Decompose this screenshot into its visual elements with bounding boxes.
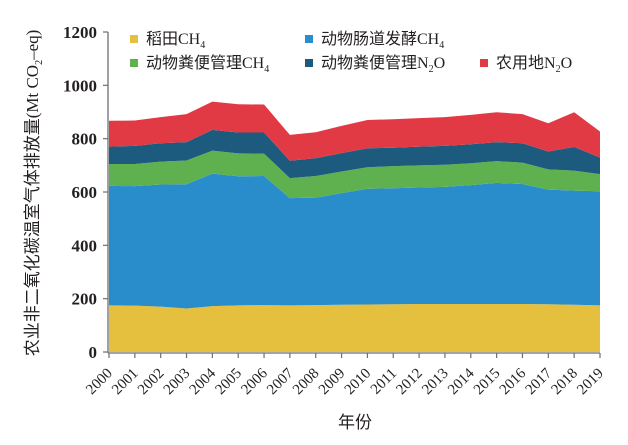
legend: 稻田CH4 动物肠道发酵CH4 动物粪便管理CH4 动物粪便管理N2O 农用地N2O: [130, 30, 572, 75]
x-tick-label: 2000: [83, 366, 116, 399]
x-tick-label: 2018: [548, 366, 581, 399]
y-tick-label: 600: [72, 183, 98, 202]
x-tick-label: 2007: [264, 365, 297, 398]
area-series-1: [109, 173, 600, 309]
x-tick-label: 2002: [135, 366, 168, 399]
x-tick-label: 2015: [471, 366, 504, 399]
legend-item-2: 动物粪便管理CH4: [130, 54, 269, 75]
area-series-2: [109, 150, 600, 199]
x-tick-label: 2016: [497, 365, 530, 398]
legend-label: 稻田CH4: [146, 30, 205, 51]
y-tick-label: 800: [72, 130, 98, 149]
legend-swatch: [305, 59, 313, 67]
x-tick-label: 2013: [419, 366, 452, 399]
x-tick-label: 2001: [109, 366, 142, 399]
area-series-0: [109, 304, 600, 352]
x-tick-label: 2008: [290, 366, 323, 399]
legend-item-0: 稻田CH4: [130, 30, 205, 51]
y-axis-title-main: 农业非二氧化碳温室气体排放量(Mt CO: [23, 65, 42, 356]
x-tick-label: 2011: [368, 366, 400, 398]
x-tick-label: 2005: [213, 366, 246, 399]
x-tick-label: 2017: [523, 365, 556, 398]
x-tick-label: 2010: [342, 366, 375, 399]
x-axis-title: 年份: [338, 413, 372, 432]
y-axis-title-sub: 2: [34, 60, 45, 65]
legend-item-1: 动物肠道发酵CH4: [305, 30, 444, 51]
legend-label: 农用地N2O: [496, 54, 572, 75]
y-axis-title: 农业非二氧化碳温室气体排放量(Mt CO2–eq): [23, 30, 45, 357]
legend-swatch: [130, 59, 138, 67]
y-axis-title-tail: –eq): [23, 30, 42, 61]
x-tick-label: 2009: [316, 366, 349, 399]
x-tick-label: 2014: [445, 365, 478, 398]
legend-swatch: [130, 35, 138, 43]
legend-item-4: 农用地N2O: [480, 54, 572, 75]
y-tick-label: 1200: [63, 23, 97, 42]
x-tick-label: 2004: [187, 365, 220, 398]
legend-swatch: [305, 35, 313, 43]
legend-label: 动物肠道发酵CH4: [321, 30, 444, 51]
legend-label: 动物粪便管理N2O: [321, 54, 445, 75]
y-tick-label: 1000: [63, 76, 97, 95]
x-tick-label: 2012: [393, 366, 426, 399]
x-axis-ticks: 2000200120022003200420052006200720082009…: [83, 353, 607, 398]
area-layer: [109, 101, 600, 352]
legend-swatch: [480, 59, 488, 67]
legend-label: 动物粪便管理CH4: [146, 54, 269, 75]
y-tick-label: 200: [72, 290, 98, 309]
y-tick-label: 0: [89, 343, 98, 362]
area-series-3: [109, 129, 600, 179]
y-axis-ticks: 0 200 400 600 800 1000 1200: [63, 23, 108, 362]
x-tick-label: 2019: [574, 366, 607, 399]
x-tick-label: 2003: [161, 366, 194, 399]
legend-item-3: 动物粪便管理N2O: [305, 54, 445, 75]
area-series-4: [109, 101, 600, 161]
y-tick-label: 400: [72, 236, 98, 255]
x-tick-label: 2006: [238, 365, 271, 398]
